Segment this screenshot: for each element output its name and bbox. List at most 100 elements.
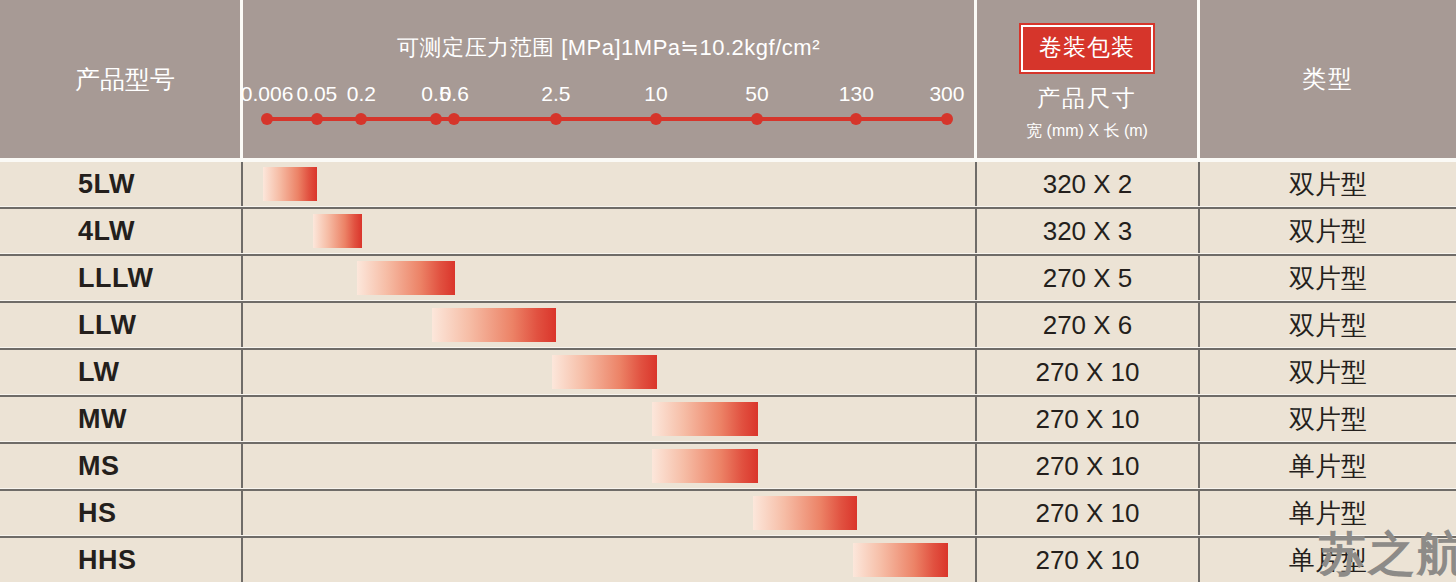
axis-tick-dot bbox=[751, 113, 763, 125]
table-row: 5LW 320 X 2 双片型 bbox=[0, 162, 1456, 206]
product-size-value: 270 X 10 bbox=[1035, 545, 1139, 576]
table-header: 产品型号 可测定压力范围 [MPa]1MPa≒10.2kgf/cm² 0.006… bbox=[0, 0, 1456, 158]
table-row: MS 270 X 10 单片型 bbox=[0, 444, 1456, 488]
product-model-cell: HHS bbox=[0, 538, 243, 582]
product-model-label: MW bbox=[78, 404, 127, 435]
table-row: HS 270 X 10 单片型 bbox=[0, 491, 1456, 535]
axis-tick-label: 0.05 bbox=[296, 82, 337, 106]
header-product-model-label: 产品型号 bbox=[75, 63, 175, 96]
product-model-label: 5LW bbox=[78, 169, 135, 200]
product-model-label: LW bbox=[78, 357, 120, 388]
product-model-cell: MW bbox=[0, 397, 243, 441]
pressure-range-cell bbox=[243, 491, 977, 535]
product-size-value: 270 X 10 bbox=[1035, 451, 1139, 482]
product-type-cell: 单片型 bbox=[1200, 444, 1456, 488]
pressure-range-cell bbox=[243, 209, 977, 253]
axis-tick-dot bbox=[261, 113, 273, 125]
pressure-range-cell bbox=[243, 444, 977, 488]
product-model-label: LLLW bbox=[78, 263, 153, 294]
product-size-value: 270 X 10 bbox=[1035, 404, 1139, 435]
axis-line bbox=[267, 117, 947, 121]
product-size-title: 产品尺寸 bbox=[1037, 83, 1137, 114]
pressure-range-bar bbox=[652, 449, 757, 483]
pressure-range-bar bbox=[313, 214, 362, 248]
product-type-value: 双片型 bbox=[1289, 214, 1367, 249]
product-model-label: LLW bbox=[78, 310, 136, 341]
axis-tick-dot bbox=[311, 113, 323, 125]
axis-tick-dot bbox=[430, 113, 442, 125]
product-type-value: 双片型 bbox=[1289, 308, 1367, 343]
pressure-range-cell bbox=[243, 350, 977, 394]
table-row: HHS 270 X 10 单片型 bbox=[0, 538, 1456, 582]
roll-packaging-badge: 卷装包装 bbox=[1021, 25, 1153, 72]
prescale-spec-table: 产品型号 可测定压力范围 [MPa]1MPa≒10.2kgf/cm² 0.006… bbox=[0, 0, 1456, 582]
pressure-range-cell bbox=[243, 256, 977, 300]
product-model-cell: LW bbox=[0, 350, 243, 394]
product-model-cell: LLLW bbox=[0, 256, 243, 300]
product-type-value: 单片型 bbox=[1289, 449, 1367, 484]
table-row: 4LW 320 X 3 双片型 bbox=[0, 209, 1456, 253]
header-product-model: 产品型号 bbox=[0, 0, 243, 158]
axis-tick-dot bbox=[550, 113, 562, 125]
product-type-cell: 双片型 bbox=[1200, 350, 1456, 394]
product-type-value: 双片型 bbox=[1289, 167, 1367, 202]
product-size-value: 270 X 10 bbox=[1035, 357, 1139, 388]
product-model-label: HS bbox=[78, 498, 117, 529]
product-type-value: 双片型 bbox=[1289, 402, 1367, 437]
pressure-axis: 0.0060.050.20.50.62.51050130300 bbox=[243, 0, 974, 158]
axis-tick-dot bbox=[941, 113, 953, 125]
pressure-range-cell bbox=[243, 538, 977, 582]
product-size-cell: 270 X 5 bbox=[977, 256, 1200, 300]
header-type: 类型 bbox=[1200, 0, 1456, 158]
axis-tick-label: 130 bbox=[839, 82, 874, 106]
product-model-label: MS bbox=[78, 451, 120, 482]
pressure-range-bar bbox=[652, 402, 757, 436]
product-size-value: 270 X 6 bbox=[1043, 310, 1133, 341]
pressure-range-bar bbox=[853, 543, 948, 577]
header-packaging: 卷装包装 产品尺寸 宽 (mm) X 长 (m) bbox=[977, 0, 1200, 158]
product-size-cell: 270 X 10 bbox=[977, 397, 1200, 441]
table-body: 5LW 320 X 2 双片型 4LW 320 X 3 双片型 LLLW bbox=[0, 162, 1456, 582]
product-type-cell: 双片型 bbox=[1200, 397, 1456, 441]
axis-tick-dot bbox=[355, 113, 367, 125]
axis-tick-dot bbox=[448, 113, 460, 125]
product-type-cell: 双片型 bbox=[1200, 162, 1456, 206]
product-size-value: 320 X 3 bbox=[1043, 216, 1133, 247]
product-size-cell: 270 X 10 bbox=[977, 491, 1200, 535]
pressure-range-bar bbox=[357, 261, 454, 295]
axis-tick-dot bbox=[850, 113, 862, 125]
product-model-cell: LLW bbox=[0, 303, 243, 347]
product-size-cell: 270 X 10 bbox=[977, 444, 1200, 488]
header-pressure-range: 可测定压力范围 [MPa]1MPa≒10.2kgf/cm² 0.0060.050… bbox=[243, 0, 977, 158]
product-size-cell: 270 X 6 bbox=[977, 303, 1200, 347]
axis-tick-label: 10 bbox=[644, 82, 667, 106]
product-size-cell: 320 X 2 bbox=[977, 162, 1200, 206]
product-model-cell: HS bbox=[0, 491, 243, 535]
product-size-value: 270 X 5 bbox=[1043, 263, 1133, 294]
product-type-cell: 双片型 bbox=[1200, 303, 1456, 347]
product-size-cell: 270 X 10 bbox=[977, 350, 1200, 394]
product-model-cell: MS bbox=[0, 444, 243, 488]
pressure-range-cell bbox=[243, 397, 977, 441]
axis-tick-label: 0.6 bbox=[440, 82, 469, 106]
product-type-cell: 双片型 bbox=[1200, 256, 1456, 300]
table-row: LLW 270 X 6 双片型 bbox=[0, 303, 1456, 347]
axis-tick-label: 2.5 bbox=[541, 82, 570, 106]
product-model-cell: 4LW bbox=[0, 209, 243, 253]
pressure-range-bar bbox=[432, 308, 556, 342]
axis-tick-label: 300 bbox=[929, 82, 964, 106]
axis-tick-label: 0.006 bbox=[241, 82, 294, 106]
pressure-range-bar bbox=[263, 167, 317, 201]
axis-tick-label: 0.2 bbox=[347, 82, 376, 106]
product-model-cell: 5LW bbox=[0, 162, 243, 206]
product-size-value: 270 X 10 bbox=[1035, 498, 1139, 529]
pressure-range-cell bbox=[243, 162, 977, 206]
product-size-cell: 320 X 3 bbox=[977, 209, 1200, 253]
table-row: MW 270 X 10 双片型 bbox=[0, 397, 1456, 441]
axis-tick-dot bbox=[650, 113, 662, 125]
table-row: LLLW 270 X 5 双片型 bbox=[0, 256, 1456, 300]
product-size-units: 宽 (mm) X 长 (m) bbox=[1026, 121, 1148, 142]
pressure-range-cell bbox=[243, 303, 977, 347]
product-size-cell: 270 X 10 bbox=[977, 538, 1200, 582]
axis-tick-label: 50 bbox=[745, 82, 768, 106]
